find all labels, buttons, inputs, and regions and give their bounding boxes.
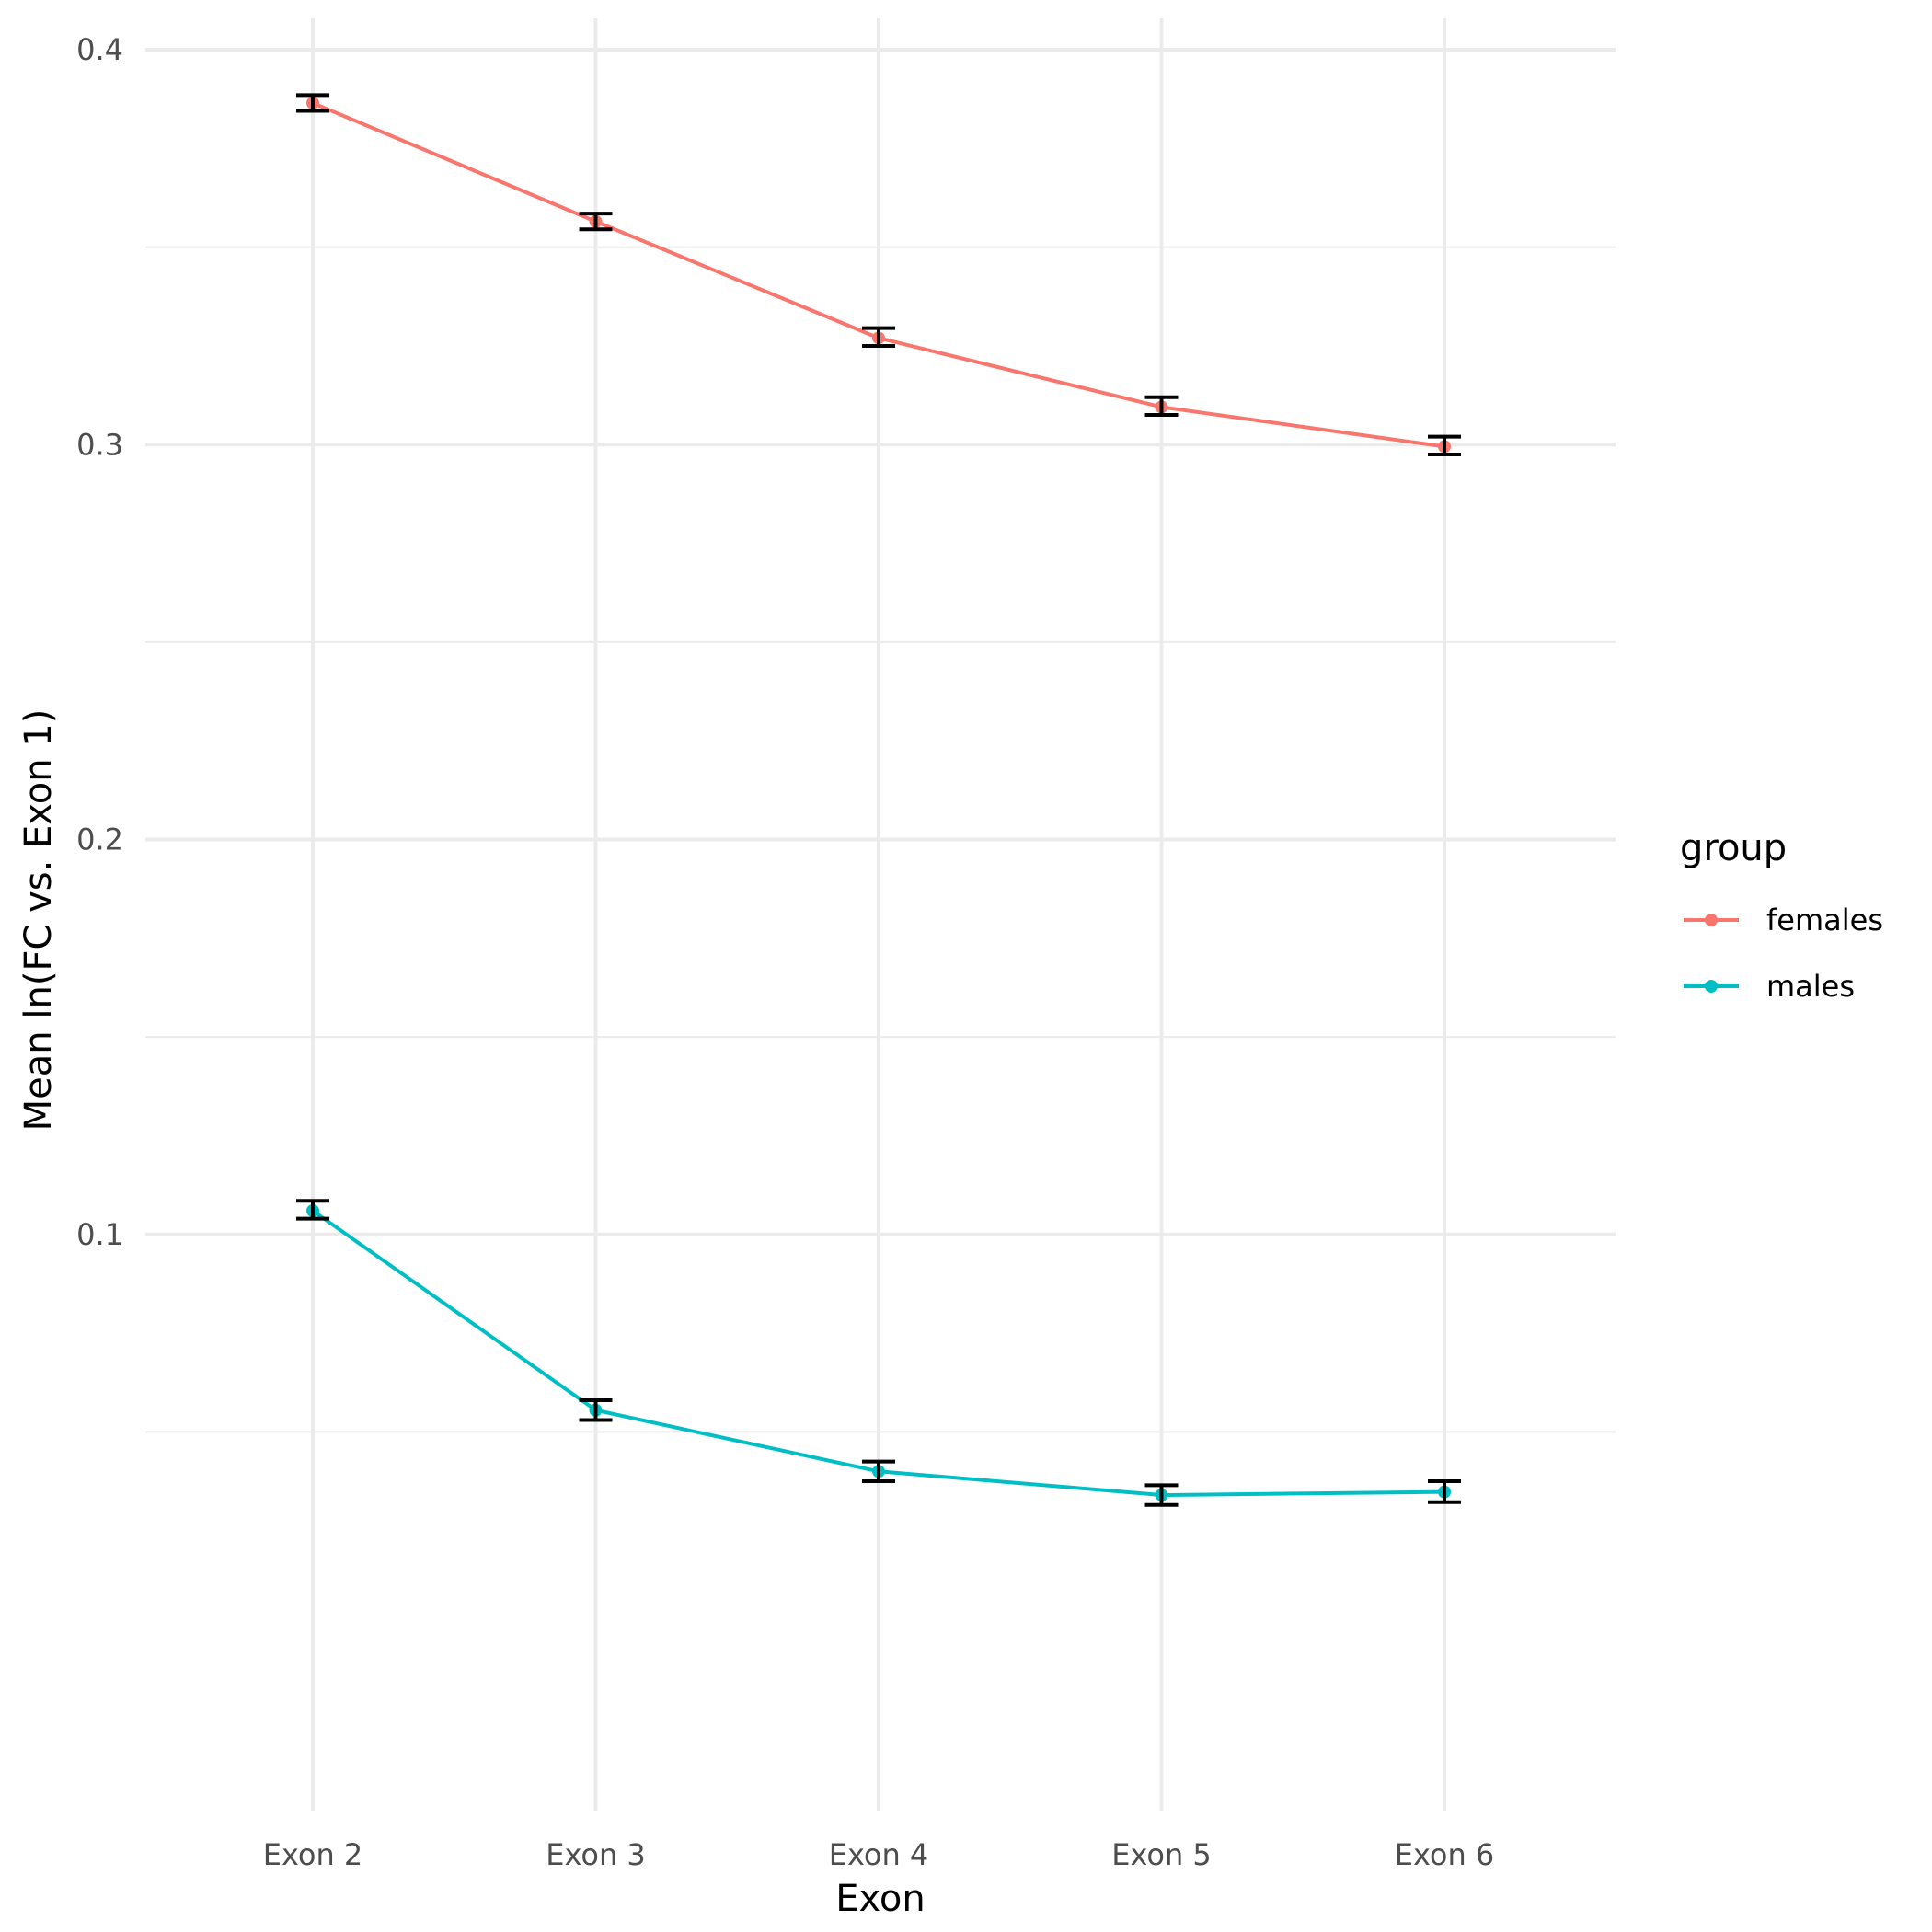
- error-bar-females: [579, 212, 613, 232]
- x-axis-title: Exon: [835, 1878, 926, 1920]
- y-tick-label: 0.2: [76, 822, 123, 857]
- x-axis-ticks: Exon 2 Exon 3 Exon 4 Exon 5 Exon 6: [263, 1837, 1495, 1872]
- x-tick-label: Exon 5: [1111, 1837, 1212, 1872]
- error-bar-females: [1428, 434, 1461, 456]
- x-tick-label: Exon 3: [546, 1837, 646, 1872]
- error-bar-males: [296, 1199, 329, 1221]
- x-tick-label: Exon 2: [263, 1837, 363, 1872]
- legend-key-point-females: [1705, 914, 1718, 926]
- error-bar-females: [1144, 395, 1179, 418]
- error-bar-males: [579, 1398, 613, 1422]
- y-tick-label: 0.3: [76, 427, 123, 462]
- legend: group females males: [1680, 827, 1883, 1004]
- y-axis-title: Mean ln(FC vs. Exon 1): [17, 709, 60, 1132]
- error-bar-males: [862, 1459, 895, 1484]
- error-bar-females: [296, 93, 329, 113]
- legend-label-females: females: [1766, 903, 1883, 937]
- legend-label-males: males: [1766, 969, 1855, 1004]
- y-tick-label: 0.4: [76, 32, 123, 67]
- y-tick-label: 0.1: [76, 1217, 123, 1252]
- error-bar-males: [1144, 1483, 1179, 1507]
- legend-title: group: [1680, 827, 1787, 869]
- error-bar-males: [1428, 1479, 1461, 1504]
- error-bar-females: [862, 326, 895, 348]
- legend-key-point-males: [1705, 980, 1718, 993]
- x-tick-label: Exon 4: [829, 1837, 929, 1872]
- series-layer: [296, 93, 1461, 1507]
- major-gridlines: [145, 18, 1616, 1811]
- y-axis-ticks: 0.1 0.2 0.3 0.4: [76, 32, 123, 1252]
- x-tick-label: Exon 6: [1395, 1837, 1495, 1872]
